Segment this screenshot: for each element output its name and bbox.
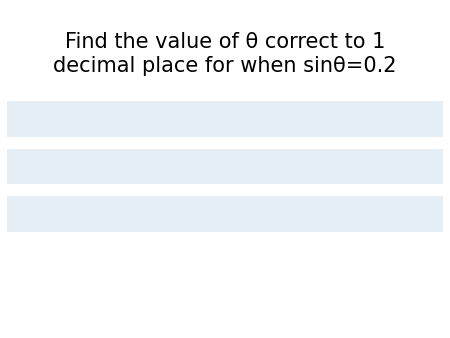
Bar	[7, 196, 443, 232]
Text: Find the value of θ correct to 1
decimal place for when sinθ=0.2: Find the value of θ correct to 1 decimal…	[53, 32, 397, 76]
Bar	[7, 101, 443, 137]
Bar	[7, 149, 443, 184]
